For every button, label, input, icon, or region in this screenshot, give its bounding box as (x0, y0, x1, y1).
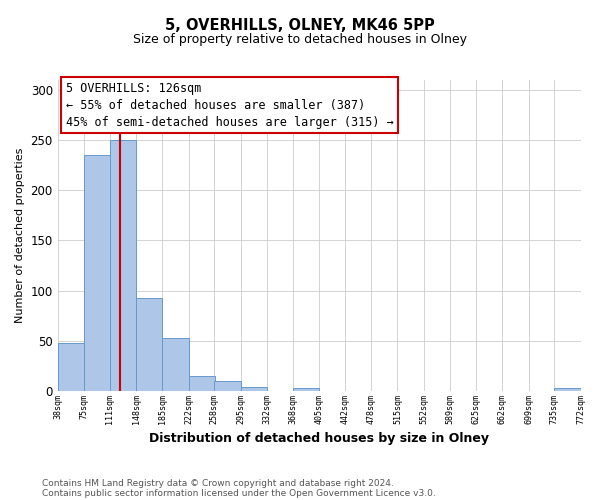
Bar (110, 140, 136, 391)
Bar (58, 343, 84, 391)
Bar (136, 298, 163, 391)
Text: Contains public sector information licensed under the Open Government Licence v3: Contains public sector information licen… (42, 488, 436, 498)
Bar (293, 388, 319, 391)
Text: 5, OVERHILLS, OLNEY, MK46 5PP: 5, OVERHILLS, OLNEY, MK46 5PP (165, 18, 435, 32)
Y-axis label: Number of detached properties: Number of detached properties (15, 148, 25, 323)
Bar (163, 338, 189, 391)
Text: Contains HM Land Registry data © Crown copyright and database right 2024.: Contains HM Land Registry data © Crown c… (42, 478, 394, 488)
Bar (241, 387, 267, 391)
Text: 5 OVERHILLS: 126sqm
← 55% of detached houses are smaller (387)
45% of semi-detac: 5 OVERHILLS: 126sqm ← 55% of detached ho… (65, 82, 393, 128)
Text: Size of property relative to detached houses in Olney: Size of property relative to detached ho… (133, 32, 467, 46)
Bar (189, 376, 215, 391)
X-axis label: Distribution of detached houses by size in Olney: Distribution of detached houses by size … (149, 432, 489, 445)
Bar (84, 155, 110, 391)
Bar (554, 388, 581, 391)
Bar (214, 381, 241, 391)
